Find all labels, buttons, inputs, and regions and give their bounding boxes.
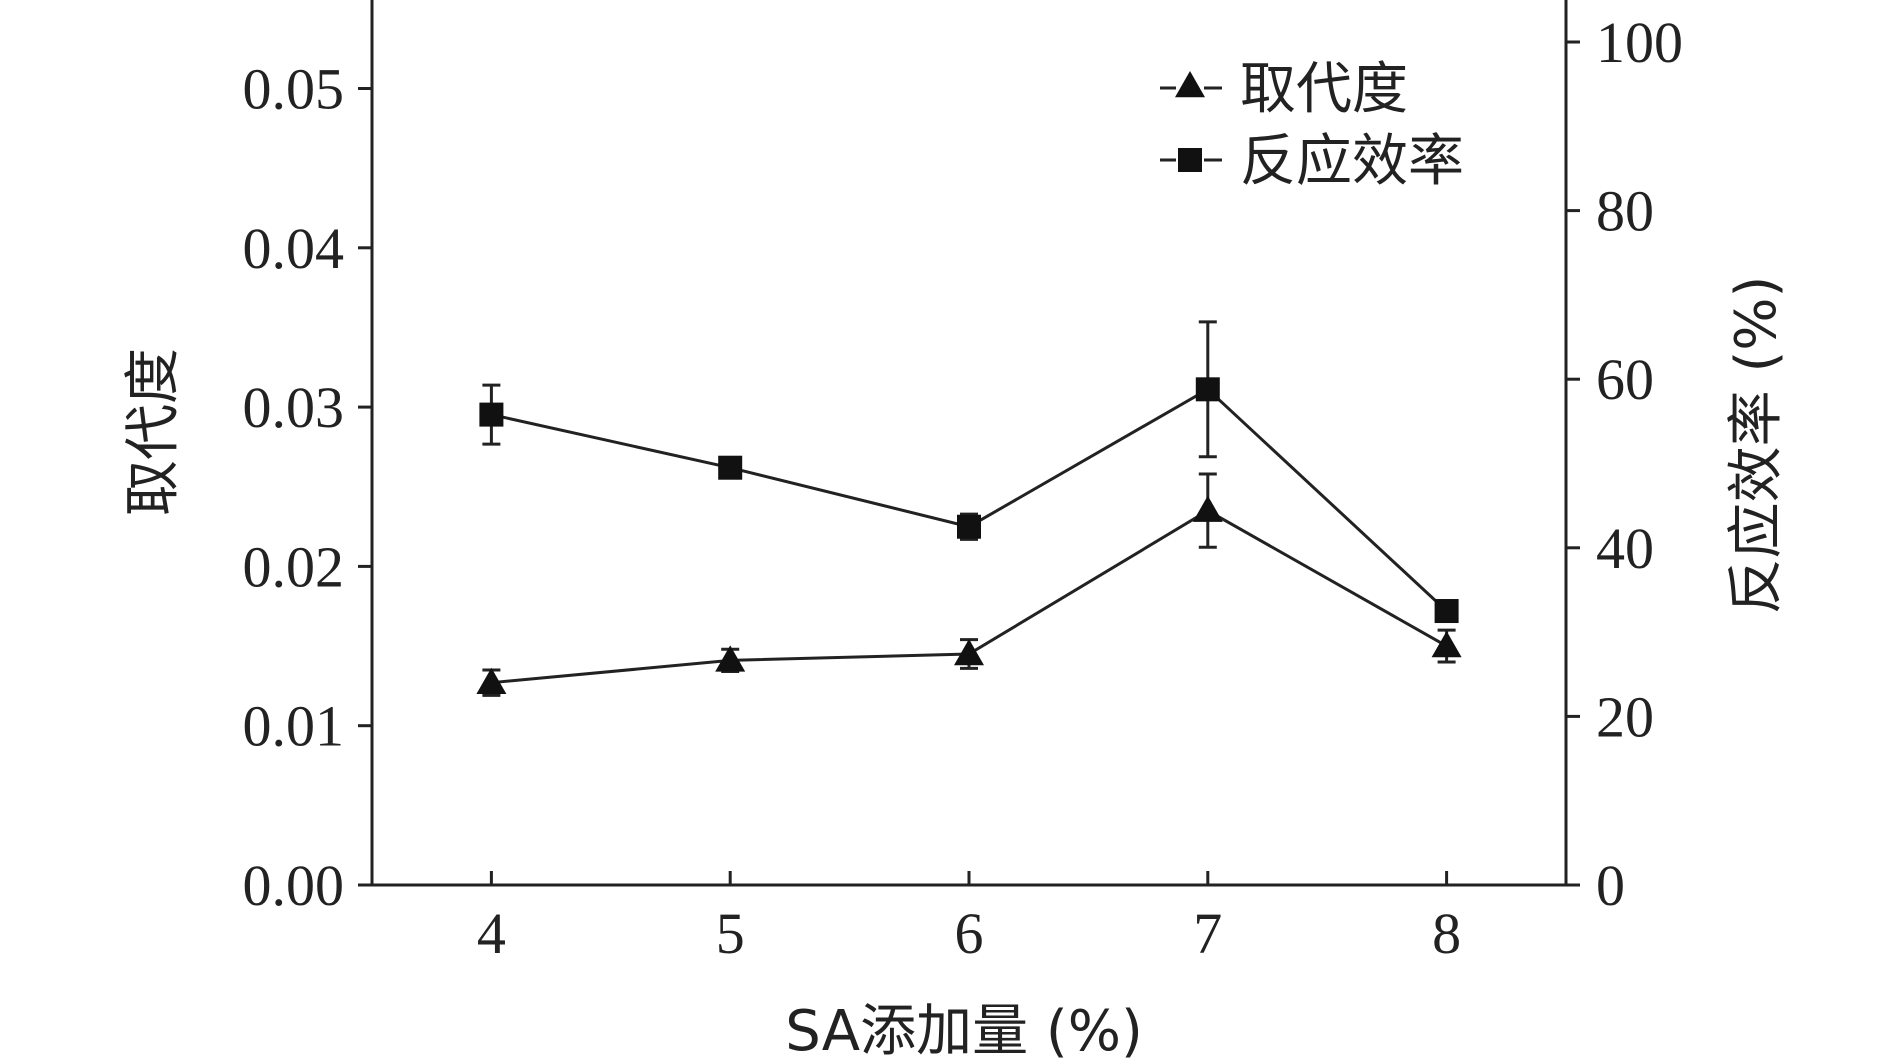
triangle-marker bbox=[476, 667, 507, 694]
triangle-marker bbox=[1192, 495, 1223, 522]
square-marker bbox=[718, 455, 743, 480]
y-left-tick-label: 0.03 bbox=[243, 375, 345, 440]
y-right-tick-label: 20 bbox=[1596, 684, 1654, 749]
axes bbox=[358, 0, 1580, 887]
y-right-tick-label: 100 bbox=[1596, 10, 1683, 75]
square-marker bbox=[1195, 377, 1220, 402]
y-axis-left-title: 取代度 bbox=[121, 348, 186, 516]
y-right-tick-label: 0 bbox=[1596, 853, 1625, 918]
y-left-tick-label: 0.04 bbox=[243, 216, 345, 281]
x-axis-title: SA添加量 (%) bbox=[785, 999, 1143, 1064]
y-right-tick-label: 40 bbox=[1596, 516, 1654, 581]
y-left-tick-label: 0.01 bbox=[243, 694, 345, 759]
tick-labels: 4 5 6 7 8 0.00 0.01 0.02 0.03 0.04 0.05 0 20 40 60 80 10… bbox=[243, 10, 1684, 966]
legend-label: 取代度 bbox=[1240, 57, 1408, 122]
x-tick-label: 6 bbox=[955, 901, 984, 966]
square-marker bbox=[1434, 599, 1459, 624]
legend-item: 取代度 bbox=[1160, 57, 1408, 122]
square-marker bbox=[1178, 148, 1202, 172]
triangle-marker bbox=[1175, 71, 1205, 98]
y-right-tick-label: 60 bbox=[1596, 347, 1654, 412]
series-line bbox=[491, 387, 1448, 613]
data-series bbox=[476, 320, 1462, 697]
x-tick-label: 8 bbox=[1432, 901, 1461, 966]
square-marker bbox=[479, 402, 504, 427]
legend-label: 反应效率 bbox=[1240, 129, 1464, 194]
triangle-marker bbox=[954, 639, 984, 666]
square-marker bbox=[957, 514, 981, 539]
series-1 bbox=[476, 472, 1462, 697]
triangle-marker bbox=[1431, 631, 1462, 658]
y-left-tick-label: 0.02 bbox=[243, 534, 345, 599]
legend-item: 反应效率 bbox=[1160, 129, 1464, 194]
x-tick-label: 4 bbox=[477, 901, 506, 966]
triangle-marker bbox=[715, 645, 746, 672]
y-axis-right-title: 反应效率 (%) bbox=[1724, 276, 1789, 615]
y-left-tick-label: 0.05 bbox=[243, 57, 345, 122]
y-left-tick-label: 0.00 bbox=[243, 853, 345, 918]
x-tick-label: 7 bbox=[1193, 901, 1222, 966]
x-tick-label: 5 bbox=[716, 901, 745, 966]
y-right-tick-label: 80 bbox=[1596, 179, 1654, 244]
series-2 bbox=[479, 320, 1459, 624]
